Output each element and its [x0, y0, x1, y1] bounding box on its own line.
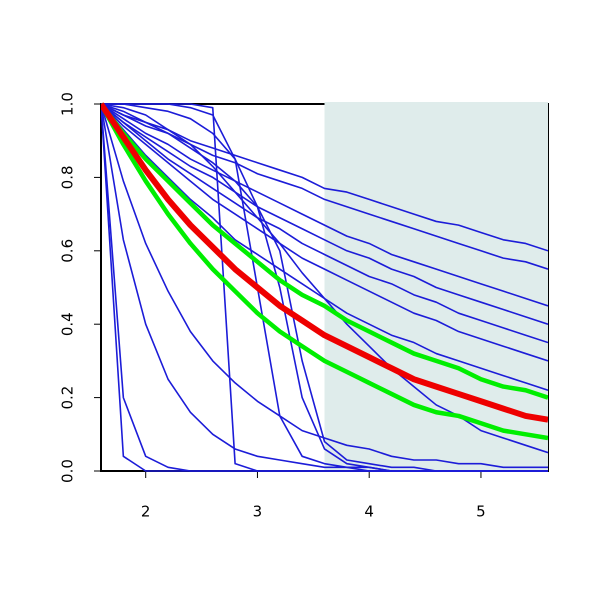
- x-tick-label: 3: [253, 503, 263, 521]
- plot-lines: [101, 102, 548, 472]
- x-tick-label: 4: [364, 503, 374, 521]
- curve: [101, 102, 548, 400]
- curve: [101, 103, 548, 472]
- curve: [101, 103, 548, 469]
- y-tick-label: 0.6: [59, 239, 77, 263]
- y-tick-label: 0.2: [59, 386, 77, 410]
- curve: [101, 103, 548, 362]
- y-tick-label: 0.8: [59, 165, 77, 189]
- curve: [101, 103, 548, 270]
- x-tick-label: 2: [141, 503, 151, 521]
- curve: [101, 103, 548, 252]
- x-tick-label: 5: [476, 503, 486, 521]
- curve: [101, 103, 548, 454]
- curve: [101, 102, 548, 441]
- y-tick-label: 0.0: [59, 459, 77, 483]
- y-tick-label: 0.4: [59, 312, 77, 336]
- curve: [101, 103, 548, 307]
- curve: [101, 103, 548, 344]
- y-tick-label: 1.0: [59, 92, 77, 116]
- curve: [101, 102, 548, 423]
- curve: [101, 103, 548, 325]
